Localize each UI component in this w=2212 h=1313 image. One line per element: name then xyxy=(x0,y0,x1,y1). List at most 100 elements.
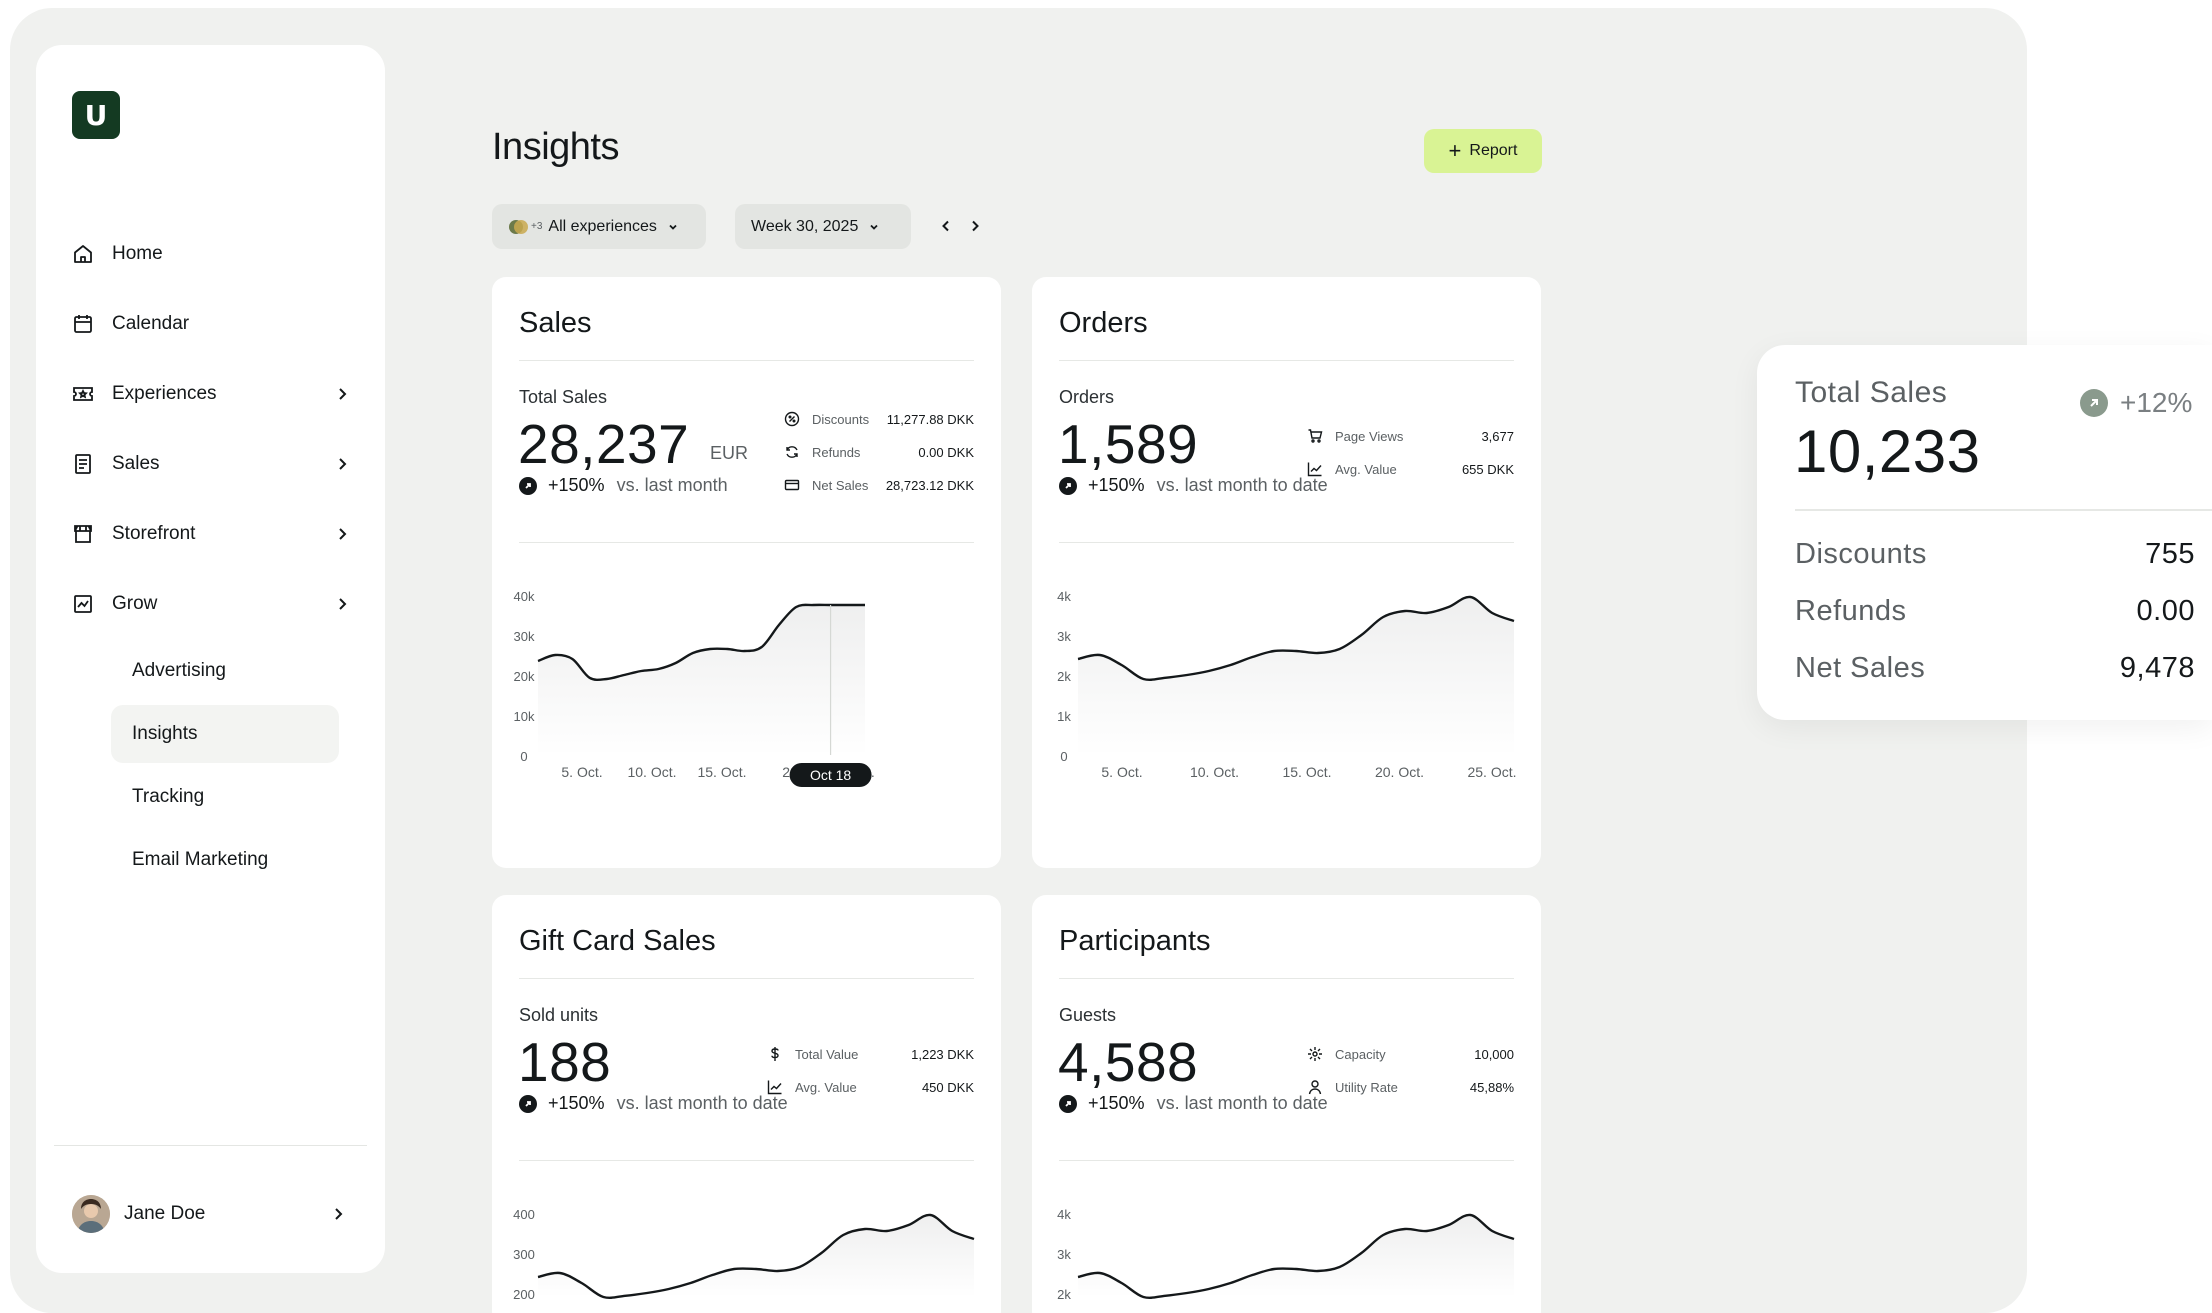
x-tick-label: 15. Oct. xyxy=(1282,764,1331,780)
change-comparison: vs. last month to date xyxy=(1156,475,1328,495)
stat-discounts: Discounts 11,277.88 DKK xyxy=(784,410,974,428)
y-tick-label: 20k xyxy=(514,669,535,684)
card-divider xyxy=(519,1160,974,1161)
metric-unit: EUR xyxy=(710,443,749,463)
summary-row-value: 755 xyxy=(2145,538,2195,570)
chevron-right-icon xyxy=(339,598,347,610)
card-divider xyxy=(1059,360,1514,361)
series-line xyxy=(537,603,865,682)
card-divider xyxy=(1059,1160,1514,1161)
metric-value: 1,589 xyxy=(1058,413,1199,475)
change-indicator: +150% vs. last month to date xyxy=(519,1093,788,1114)
change-comparison: vs. last month to date xyxy=(616,1093,788,1113)
summary-row-label: Refunds xyxy=(1795,595,1907,627)
card-title: Gift Card Sales xyxy=(519,925,716,957)
chevron-right-icon xyxy=(339,458,347,470)
experiences-filter[interactable]: +3 All experiences xyxy=(492,204,706,249)
y-tick-label: 40k xyxy=(514,589,535,604)
user-menu[interactable]: Jane Doe xyxy=(72,1189,352,1239)
arrow-up-right-icon xyxy=(1059,476,1077,495)
chevron-down-icon xyxy=(669,224,677,230)
x-tick-label: 25. Oct. xyxy=(1467,764,1516,780)
summary-row-discounts: Discounts 755 xyxy=(1795,538,2195,571)
stat-capacity: Capacity 10,000 xyxy=(1307,1045,1514,1063)
card-divider xyxy=(519,360,974,361)
previous-week-button[interactable] xyxy=(934,214,958,238)
area-fill xyxy=(1078,596,1514,757)
stat-label: Net Sales xyxy=(812,477,869,493)
dollar-icon xyxy=(767,1045,785,1063)
gift-card-sales-card: Gift Card Sales Sold units 188 +150% vs.… xyxy=(492,895,1001,1313)
y-tick-label: 2k xyxy=(1057,1287,1071,1302)
change-indicator: +150% vs. last month xyxy=(519,475,728,496)
stat-label: Utility Rate xyxy=(1335,1079,1398,1095)
stat-value: 28,723.12 DKK xyxy=(885,477,974,493)
sidebar-item-calendar[interactable]: Calendar xyxy=(70,296,356,352)
y-tick-label: 30k xyxy=(514,629,535,644)
area-fill xyxy=(538,1214,974,1298)
summary-row-value: 9,478 xyxy=(2119,652,2195,684)
y-tick-label: 3k xyxy=(1057,629,1071,644)
change-percent: +150% xyxy=(1088,475,1145,495)
metric-label: Sold units xyxy=(519,1005,599,1025)
sidebar-item-label: Home xyxy=(112,243,163,264)
y-tick-label: 0 xyxy=(1060,749,1067,764)
sidebar-subitem-insights[interactable]: Insights xyxy=(111,705,339,763)
chevron-right-icon xyxy=(339,388,347,400)
refresh-icon xyxy=(784,443,802,461)
stat-label: Total Value xyxy=(795,1046,859,1062)
x-tick-label: 5. Oct. xyxy=(561,764,602,780)
trend-icon xyxy=(767,1078,785,1096)
ticket-icon xyxy=(70,381,96,407)
participants-chart[interactable]: 4k 3k 2k xyxy=(1032,895,1541,1313)
stat-label: Discounts xyxy=(812,411,870,427)
y-tick-label: 300 xyxy=(513,1247,535,1262)
stat-label: Avg. Value xyxy=(795,1079,857,1095)
card-divider xyxy=(519,542,974,543)
home-icon xyxy=(70,241,96,267)
stat-value: 450 DKK xyxy=(921,1079,974,1095)
y-tick-label: 1k xyxy=(1057,709,1071,724)
orders-card: Orders Orders 1,589 +150% vs. last month… xyxy=(1032,277,1541,868)
series-line xyxy=(1077,595,1515,681)
y-tick-label: 400 xyxy=(513,1207,535,1222)
arrow-up-right-icon xyxy=(2080,389,2108,417)
metric-value: 4,588 xyxy=(1058,1031,1199,1093)
giftcard-chart[interactable]: 400 300 200 xyxy=(492,895,1001,1313)
y-tick-label: 0 xyxy=(520,749,527,764)
user-name: Jane Doe xyxy=(124,1203,206,1224)
app-logo[interactable]: U xyxy=(72,91,120,139)
app-window: U Home Calendar Experiences Sales xyxy=(10,8,2027,1313)
sidebar-subitem-email-marketing[interactable]: Email Marketing xyxy=(132,849,269,870)
y-tick-label: 4k xyxy=(1057,1207,1071,1222)
sidebar-divider xyxy=(54,1145,367,1146)
stat-page-views: Page Views 3,677 xyxy=(1307,427,1514,445)
metric-value: 28,237 xyxy=(518,413,690,475)
stat-value: 10,000 xyxy=(1474,1046,1514,1062)
week-filter[interactable]: Week 30, 2025 xyxy=(735,204,911,249)
summary-row-label: Discounts xyxy=(1795,538,1927,570)
arrow-up-right-icon xyxy=(519,1094,537,1113)
next-week-button[interactable] xyxy=(963,214,987,238)
total-sales-summary-card: Total Sales +12% 10,233 Discounts 755 Re… xyxy=(1757,345,2212,720)
sidebar-subitem-tracking[interactable]: Tracking xyxy=(132,786,205,807)
stat-label: Avg. Value xyxy=(1335,461,1397,477)
card-title: Orders xyxy=(1059,307,1148,339)
orders-chart[interactable]: 4k 3k 2k 1k 0 5. Oct. 10. Oct. 15. Oct. 20. Oct.… xyxy=(1032,277,1541,868)
sidebar-item-home[interactable]: Home xyxy=(70,226,356,282)
sidebar-item-grow[interactable]: Grow xyxy=(70,576,356,632)
receipt-icon xyxy=(70,451,96,477)
sidebar-item-storefront[interactable]: Storefront xyxy=(70,506,356,562)
cart-icon xyxy=(1307,427,1325,445)
experience-thumbnails-icon: +3 xyxy=(508,217,542,237)
sidebar-item-experiences[interactable]: Experiences xyxy=(70,366,356,422)
metric-label: Total Sales xyxy=(519,387,608,407)
stat-refunds: Refunds 0.00 DKK xyxy=(784,443,974,461)
sidebar-item-label: Sales xyxy=(112,453,160,474)
add-report-button[interactable]: + Report xyxy=(1424,129,1542,173)
y-tick-label: 3k xyxy=(1057,1247,1071,1262)
sidebar-item-sales[interactable]: Sales xyxy=(70,436,356,492)
sidebar-subitem-advertising[interactable]: Advertising xyxy=(132,660,226,681)
y-tick-label: 2k xyxy=(1057,669,1071,684)
